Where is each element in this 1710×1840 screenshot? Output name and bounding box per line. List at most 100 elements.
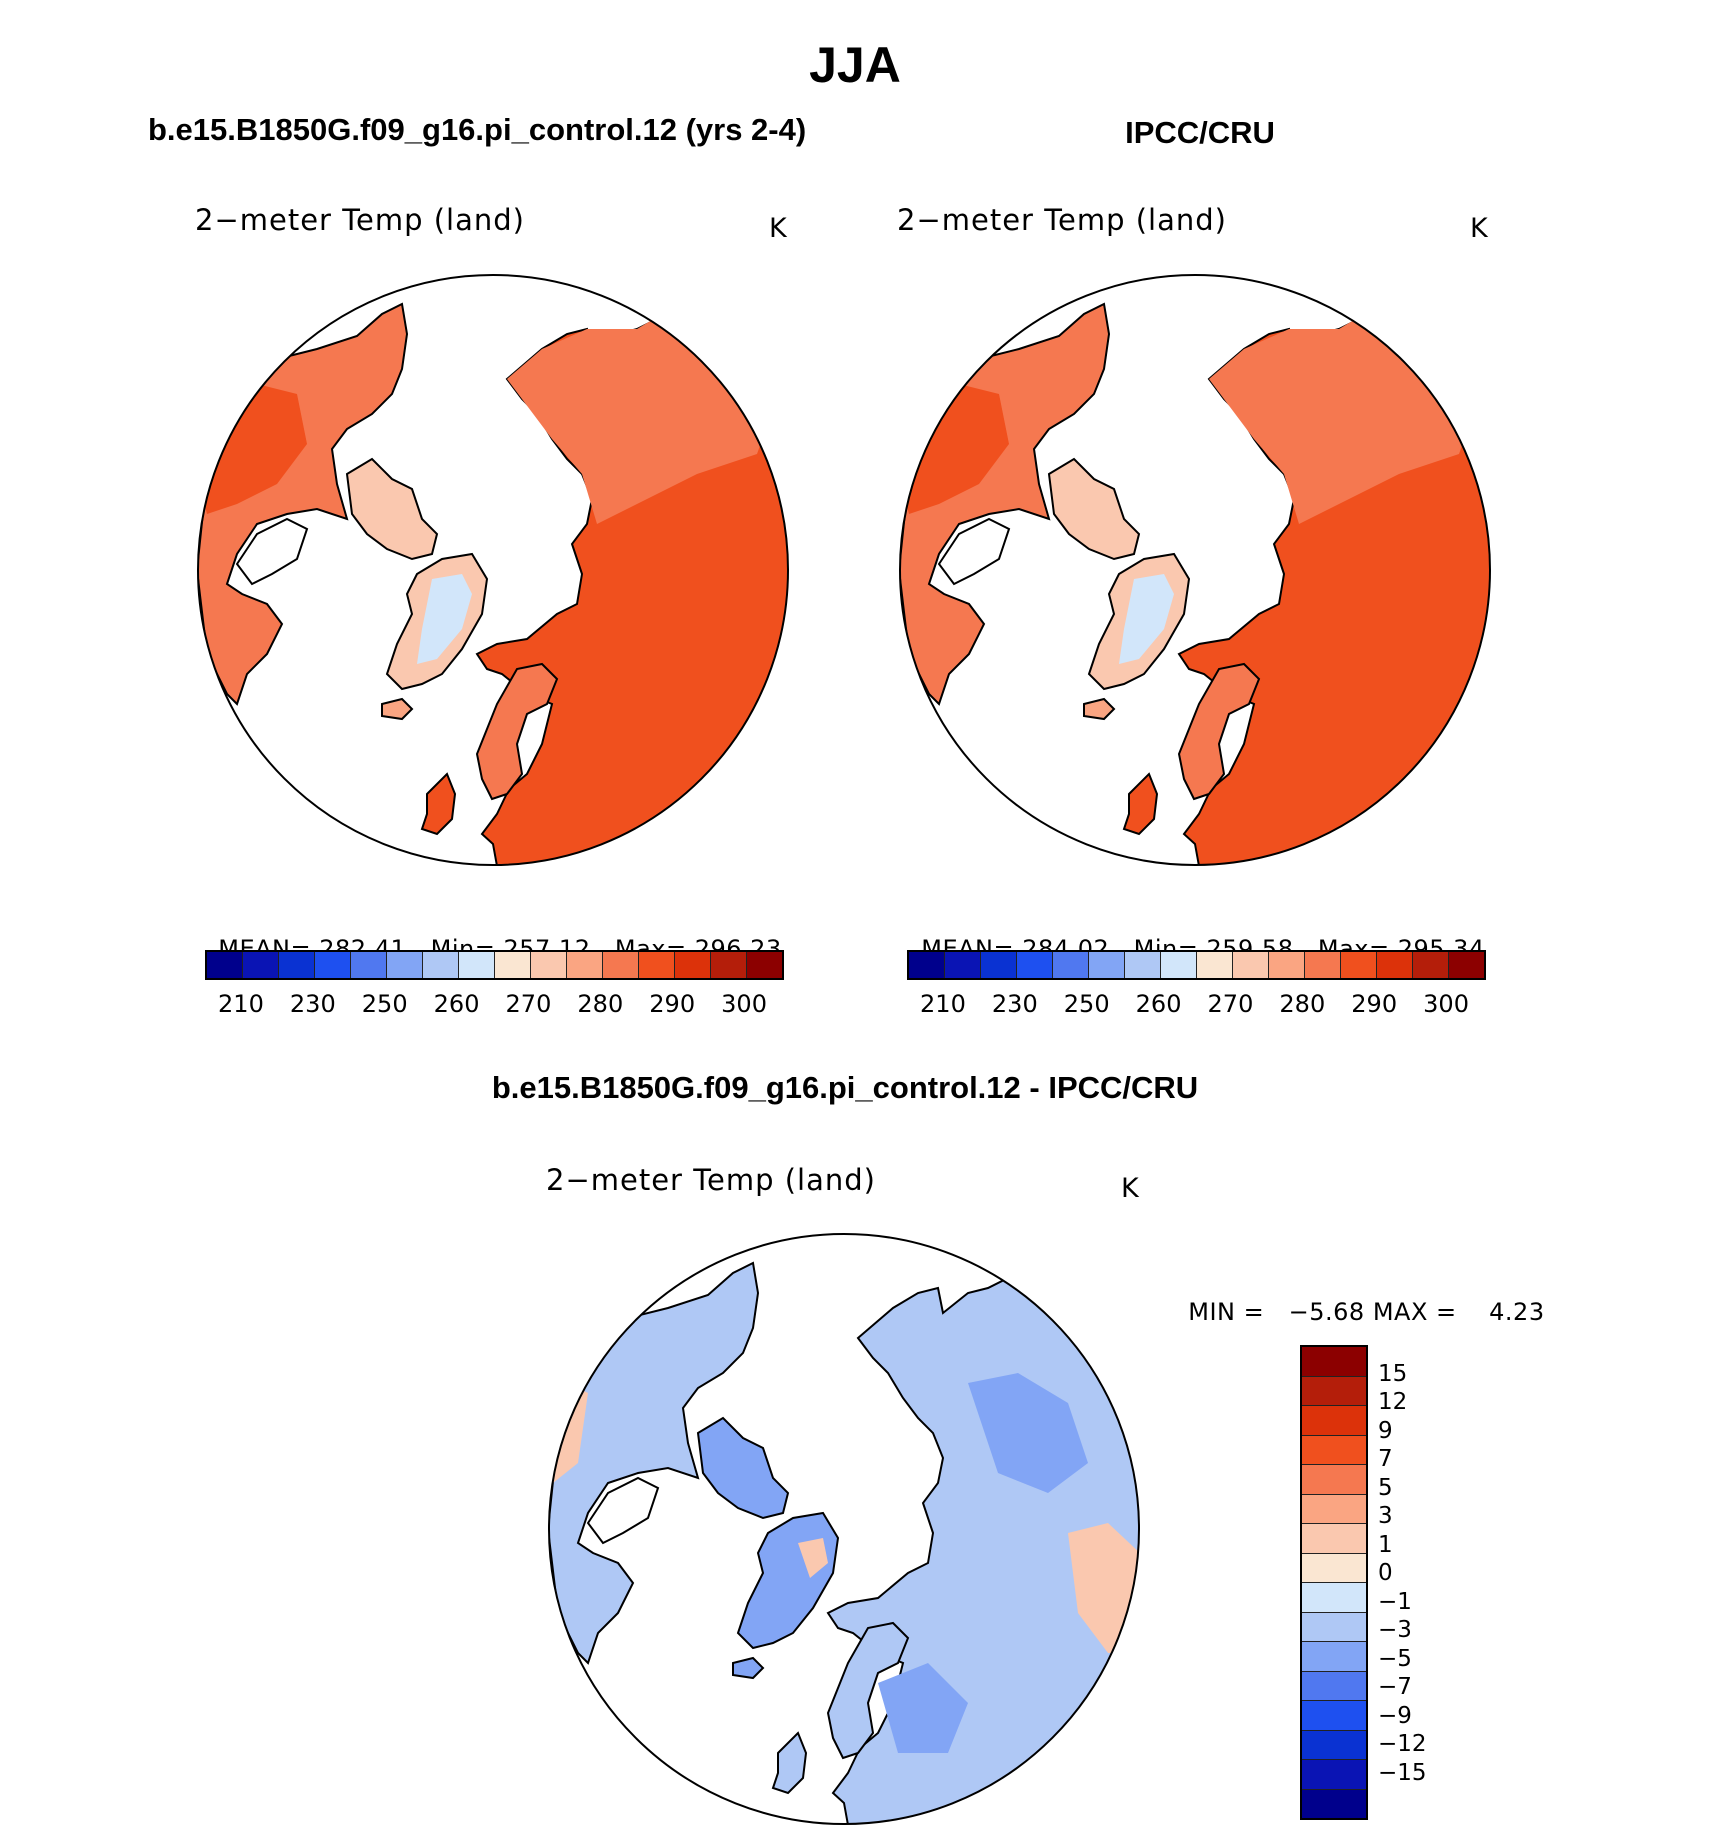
colorbar-swatch <box>1449 952 1484 978</box>
diff-max-value: 4.23 <box>1489 1298 1545 1326</box>
colorbar-swatch <box>1269 952 1305 978</box>
colorbar-tick-label: 290 <box>1351 990 1398 1018</box>
land-arctic-archipelago <box>345 457 439 561</box>
land-arctic-archipelago <box>696 1416 790 1520</box>
model-colorbar <box>205 950 784 980</box>
obs-panel-title: IPCC/CRU <box>1125 115 1275 150</box>
colorbar-swatch <box>459 952 495 978</box>
colorbar-tick-label: −12 <box>1378 1731 1427 1757</box>
diff-units-label: K <box>1121 1173 1139 1204</box>
colorbar-swatch <box>1125 952 1161 978</box>
colorbar-swatch <box>531 952 567 978</box>
colorbar-tick-label: 260 <box>1135 990 1182 1018</box>
colorbar-swatch <box>387 952 423 978</box>
diff-variable-label: 2−meter Temp (land) <box>546 1163 876 1197</box>
colorbar-swatch <box>207 952 243 978</box>
colorbar-swatch <box>1302 1789 1366 1818</box>
colorbar-swatch <box>243 952 279 978</box>
obs-variable-label: 2−meter Temp (land) <box>897 203 1227 237</box>
hudson-bay <box>586 1476 660 1545</box>
colorbar-swatch <box>1302 1701 1366 1731</box>
colorbar-swatch <box>711 952 747 978</box>
map-content <box>198 275 788 865</box>
land-iceland <box>381 697 414 721</box>
land-iceland <box>1083 697 1116 721</box>
colorbar-swatch <box>567 952 603 978</box>
colorbar-swatch <box>1302 1671 1366 1701</box>
colorbar-tick-label: 290 <box>649 990 696 1018</box>
land-scandinavia <box>1177 662 1261 801</box>
colorbar-swatch <box>603 952 639 978</box>
colorbar-swatch <box>1341 952 1377 978</box>
colorbar-swatch <box>1305 952 1341 978</box>
colorbar-swatch <box>945 952 981 978</box>
diff-panel-title: b.e15.B1850G.f09_g16.pi_control.12 - IPC… <box>491 1070 1199 1105</box>
colorbar-swatch <box>1197 952 1233 978</box>
colorbar-swatch <box>639 952 675 978</box>
colorbar-swatch <box>1413 952 1449 978</box>
colorbar-swatch <box>1302 1494 1366 1524</box>
model-units-label: K <box>769 213 787 244</box>
obs-polar-map <box>899 274 1491 866</box>
colorbar-tick-label: −7 <box>1378 1674 1412 1700</box>
colorbar-swatch <box>1377 952 1413 978</box>
diff-warm-patch <box>1068 1523 1139 1653</box>
colorbar-tick-label: −3 <box>1378 1617 1412 1643</box>
colorbar-tick-label: −15 <box>1378 1759 1427 1786</box>
colorbar-swatch <box>1302 1406 1366 1436</box>
map-content <box>900 275 1490 865</box>
colorbar-swatch <box>1302 1583 1366 1613</box>
colorbar-tick-label: 210 <box>218 990 264 1018</box>
map-boundary-circle <box>899 274 1491 866</box>
diff-polar-map <box>548 1233 1140 1825</box>
colorbar-tick-label: 270 <box>1207 990 1254 1018</box>
model-panel-title: b.e15.B1850G.f09_g16.pi_control.12 (yrs … <box>148 112 807 147</box>
model-variable-label: 2−meter Temp (land) <box>195 203 525 237</box>
obs-colorbar-ticks: 210 230 250 260 270 280 290 300 <box>907 990 1487 1020</box>
colorbar-swatch <box>1053 952 1089 978</box>
colorbar-tick-label: 12 <box>1378 1389 1408 1415</box>
colorbar-tick-label: 9 <box>1378 1417 1393 1444</box>
greenland-ice-sheet <box>1119 574 1174 664</box>
colorbar-swatch <box>1302 1465 1366 1495</box>
colorbar-tick-label: −1 <box>1378 1588 1412 1615</box>
land-britain <box>771 1731 808 1795</box>
obs-units-label: K <box>1470 213 1488 244</box>
colorbar-swatch <box>279 952 315 978</box>
colorbar-swatch <box>495 952 531 978</box>
colorbar-swatch <box>1302 1347 1366 1377</box>
colorbar-tick-label: 280 <box>577 990 624 1018</box>
diff-colorbar <box>1300 1345 1368 1820</box>
land-arctic-archipelago <box>1047 457 1141 561</box>
colorbar-tick-label: 3 <box>1378 1503 1393 1529</box>
colorbar-swatch <box>1233 952 1269 978</box>
land-scandinavia <box>475 662 559 801</box>
land-britain <box>420 772 457 836</box>
colorbar-tick-label: −9 <box>1378 1702 1412 1729</box>
colorbar-swatch <box>1089 952 1125 978</box>
diff-stats: MIN = −5.68 MAX = 4.23 <box>1172 1270 1545 1326</box>
colorbar-tick-label: 15 <box>1378 1360 1408 1387</box>
model-colorbar-ticks: 210 230 250 260 270 280 290 300 <box>205 990 785 1020</box>
diff-min-value: −5.68 <box>1288 1298 1365 1326</box>
colorbar-swatch <box>747 952 782 978</box>
colorbar-swatch <box>1302 1376 1366 1406</box>
colorbar-tick-label: 270 <box>505 990 552 1018</box>
colorbar-tick-label: 230 <box>289 990 336 1018</box>
colorbar-swatch <box>1302 1730 1366 1760</box>
colorbar-tick-label: 230 <box>991 990 1038 1018</box>
colorbar-swatch <box>1302 1760 1366 1790</box>
colorbar-tick-label: 1 <box>1378 1531 1393 1558</box>
diff-min-label: MIN = <box>1188 1298 1265 1326</box>
land-iceland <box>732 1656 765 1680</box>
map-boundary-circle <box>197 274 789 866</box>
colorbar-tick-label: −5 <box>1378 1645 1412 1672</box>
figure-title: JJA <box>809 37 901 93</box>
map-content <box>549 1234 1139 1824</box>
obs-colorbar <box>907 950 1486 980</box>
map-boundary-circle <box>548 1233 1140 1825</box>
colorbar-swatch <box>351 952 387 978</box>
colorbar-swatch <box>1302 1553 1366 1583</box>
colorbar-swatch <box>423 952 459 978</box>
colorbar-swatch <box>675 952 711 978</box>
